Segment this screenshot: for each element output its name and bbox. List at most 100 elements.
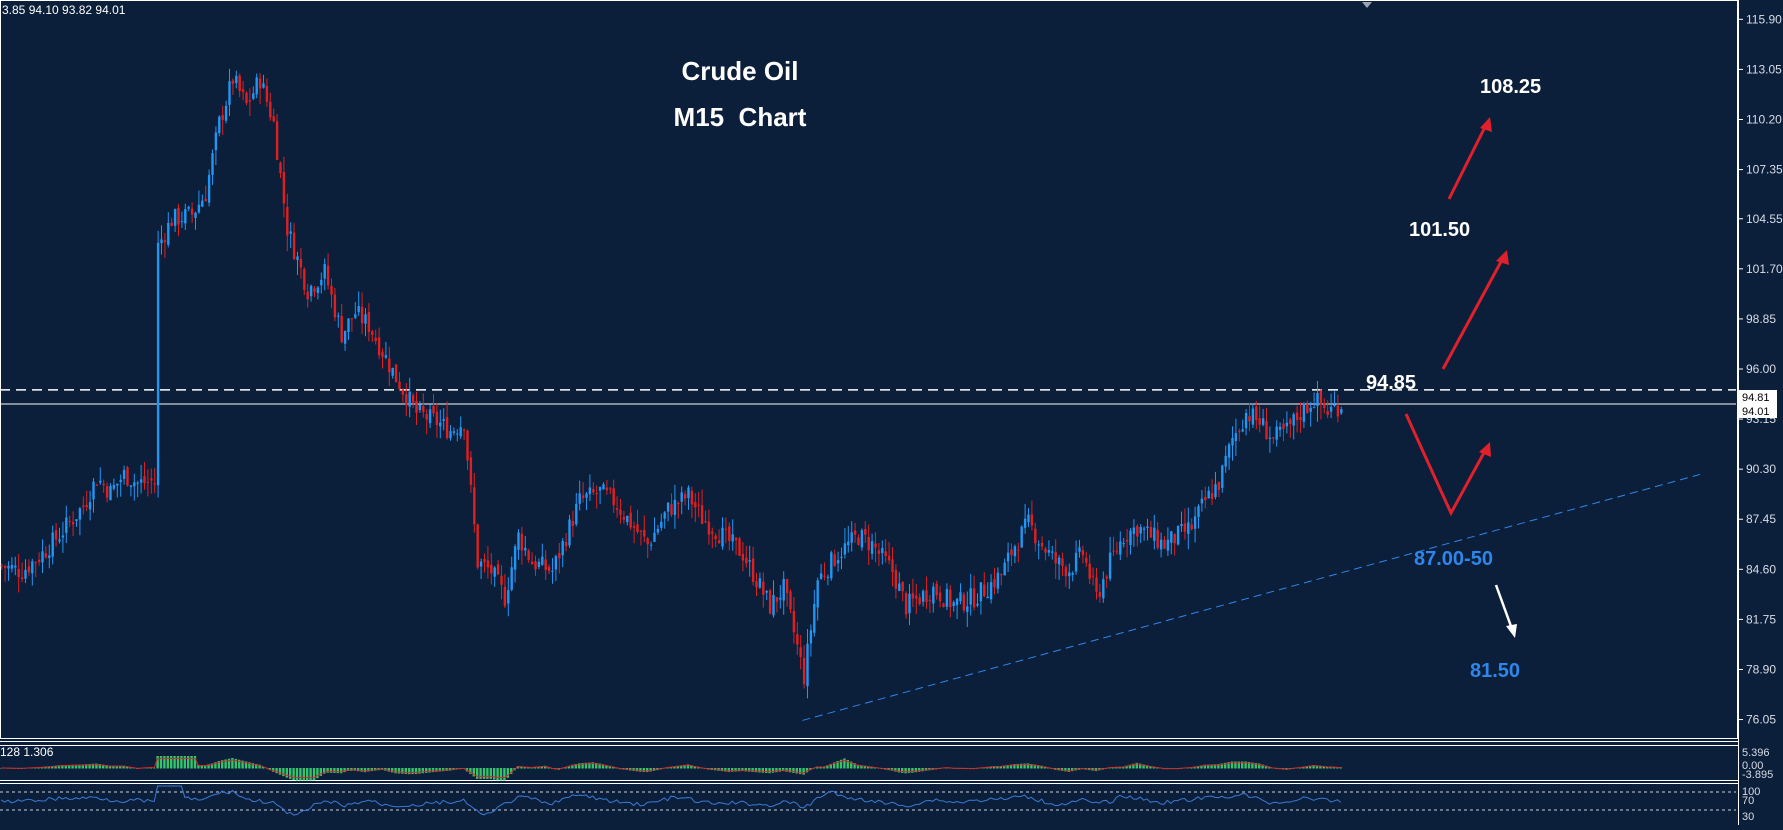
macd-bar: [642, 768, 645, 772]
macd-bar: [1329, 766, 1332, 769]
candle-body: [918, 597, 921, 604]
candle-body: [1088, 563, 1091, 579]
candle-body: [313, 288, 316, 292]
macd-bar: [193, 756, 197, 769]
candle-body: [823, 575, 826, 577]
macd-bar: [499, 768, 503, 781]
macd-bar: [295, 768, 299, 781]
macd-bar: [843, 758, 846, 769]
candle-body: [1017, 549, 1020, 551]
candle-body: [439, 422, 442, 427]
candle-body: [592, 489, 595, 493]
macd-bar: [649, 768, 652, 772]
macd-bar: [340, 768, 343, 774]
macd-bar: [1322, 766, 1325, 769]
candle-body: [466, 430, 469, 461]
candle-body: [568, 519, 571, 546]
candle-body: [1112, 550, 1115, 552]
candle-body: [1047, 550, 1051, 553]
macd-bar: [112, 765, 115, 769]
candle-body: [983, 584, 986, 597]
macd-bar: [238, 759, 241, 769]
macd-bar: [846, 760, 849, 769]
macd-bar: [98, 764, 101, 769]
candle-body: [452, 431, 456, 433]
macd-bar: [78, 764, 81, 769]
macd-bar: [54, 765, 57, 769]
candle-body: [503, 586, 507, 606]
candle-body: [1244, 412, 1248, 429]
macd-bar: [1217, 764, 1220, 769]
macd-bar: [1261, 764, 1264, 769]
candle-body: [258, 78, 262, 89]
macd-bar: [74, 764, 78, 769]
candle-body: [813, 604, 816, 633]
macd-bar: [1268, 766, 1271, 769]
candle-body: [44, 553, 48, 558]
macd-bar: [227, 758, 231, 769]
macd-label: 128 1.306: [0, 745, 54, 759]
macd-bar: [595, 762, 598, 769]
candle-body: [513, 546, 517, 570]
macd-bar: [731, 768, 734, 772]
macd-bar: [516, 766, 520, 769]
candle-body: [486, 560, 490, 568]
candle-body: [201, 200, 204, 207]
scroll-marker-icon[interactable]: [1362, 2, 1372, 8]
macd-bar: [57, 765, 61, 769]
candle-body: [61, 535, 65, 538]
candle-body: [1068, 572, 1071, 577]
macd-bar: [333, 768, 336, 773]
macd-bar: [680, 765, 683, 769]
macd-bar: [771, 768, 775, 773]
candle-body: [938, 592, 942, 602]
ytick-label: 90.30: [1746, 462, 1776, 476]
candle-body: [598, 487, 602, 491]
candle-body: [323, 264, 326, 279]
candle-body: [734, 537, 738, 541]
macd-bar: [431, 768, 435, 773]
arrow-to-101-head: [1496, 250, 1509, 265]
candle-body: [884, 551, 887, 557]
macd-bar: [51, 766, 54, 769]
macd-bar: [479, 768, 482, 779]
target-101-50: 101.50: [1409, 219, 1470, 241]
macd-bar: [676, 765, 679, 769]
macd-bar: [581, 763, 584, 769]
candle-body: [1268, 437, 1272, 439]
candle-body: [1125, 540, 1129, 542]
candle-body: [272, 116, 275, 122]
candle-body: [656, 528, 660, 533]
candle-body: [496, 564, 500, 575]
candle-body: [476, 524, 479, 568]
macd-bar: [122, 765, 125, 769]
macd-bar: [751, 768, 754, 772]
macd-bar: [465, 768, 469, 772]
candle-body: [1214, 484, 1217, 498]
macd-bar: [683, 764, 686, 769]
rsi-scale-100: 100: [1742, 786, 1760, 798]
macd-bar: [1305, 766, 1308, 769]
price-tag-lower-box: [1739, 404, 1777, 418]
candle-body: [330, 285, 333, 295]
ohlc-header: 3.85 94.10 93.82 94.01: [2, 3, 126, 17]
candle-body: [952, 602, 955, 607]
macd-bar: [1006, 765, 1009, 769]
candle-body: [422, 405, 425, 413]
candle-body: [605, 487, 609, 491]
candle-body: [105, 486, 109, 498]
candle-body: [1289, 419, 1292, 425]
macd-bar: [336, 768, 339, 774]
macd-bar: [85, 764, 88, 769]
candle-body: [1129, 530, 1132, 545]
macd-bar: [1142, 764, 1145, 769]
macd-bar: [1026, 763, 1030, 769]
candle-body: [1142, 528, 1146, 530]
candle-body: [694, 502, 697, 508]
candle-body: [394, 364, 398, 383]
macd-bar: [163, 756, 166, 769]
candle-body: [541, 556, 544, 565]
macd-bar: [1003, 765, 1006, 769]
candle-body: [1336, 405, 1340, 417]
candle-body: [921, 591, 925, 602]
